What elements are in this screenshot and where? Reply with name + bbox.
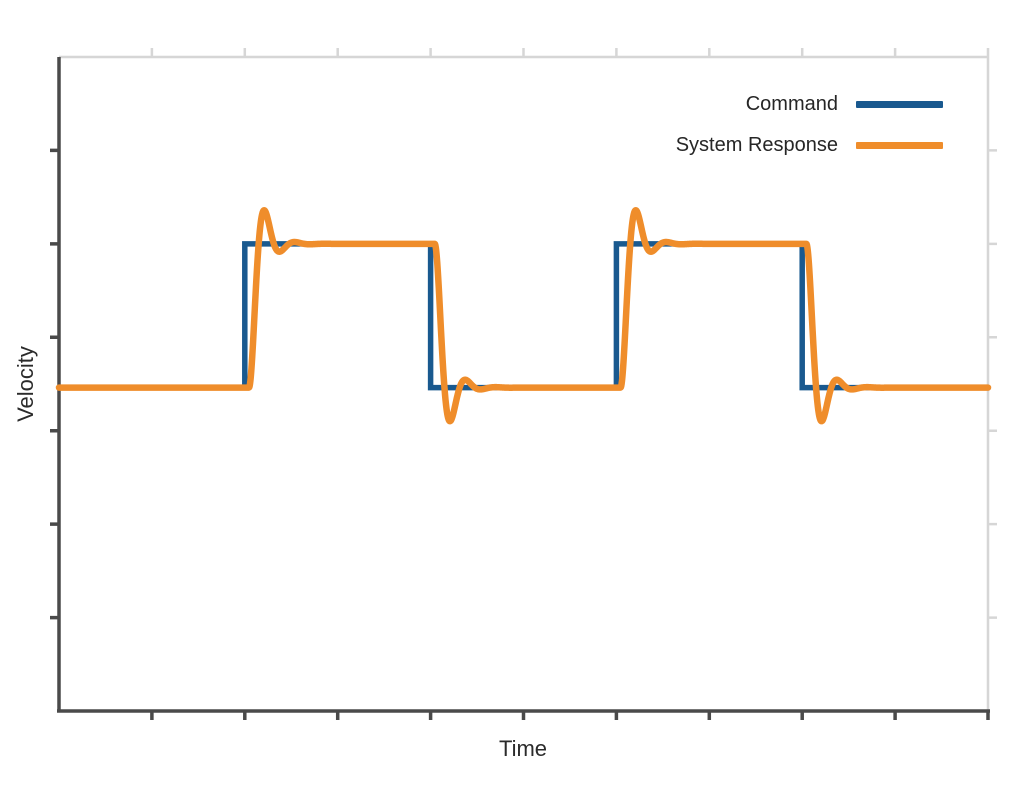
legend-swatch-system-response-line [856, 141, 943, 149]
left-bottom-axes-and-ticks [50, 57, 990, 720]
y-axis-label: Velocity [13, 346, 38, 422]
legend-swatch-command-line [856, 100, 943, 108]
x-axis-label: Time [498, 736, 548, 761]
top-right-border-and-ticks [59, 48, 997, 711]
legend: Command System Response [676, 90, 943, 172]
system-response-line [55, 207, 992, 425]
legend-item-system-response: System Response [676, 131, 943, 159]
legend-label-command: Command [745, 92, 838, 115]
legend-label-system-response: System Response [675, 133, 838, 156]
legend-item-command: Command [676, 90, 943, 118]
command-line [59, 241, 988, 391]
